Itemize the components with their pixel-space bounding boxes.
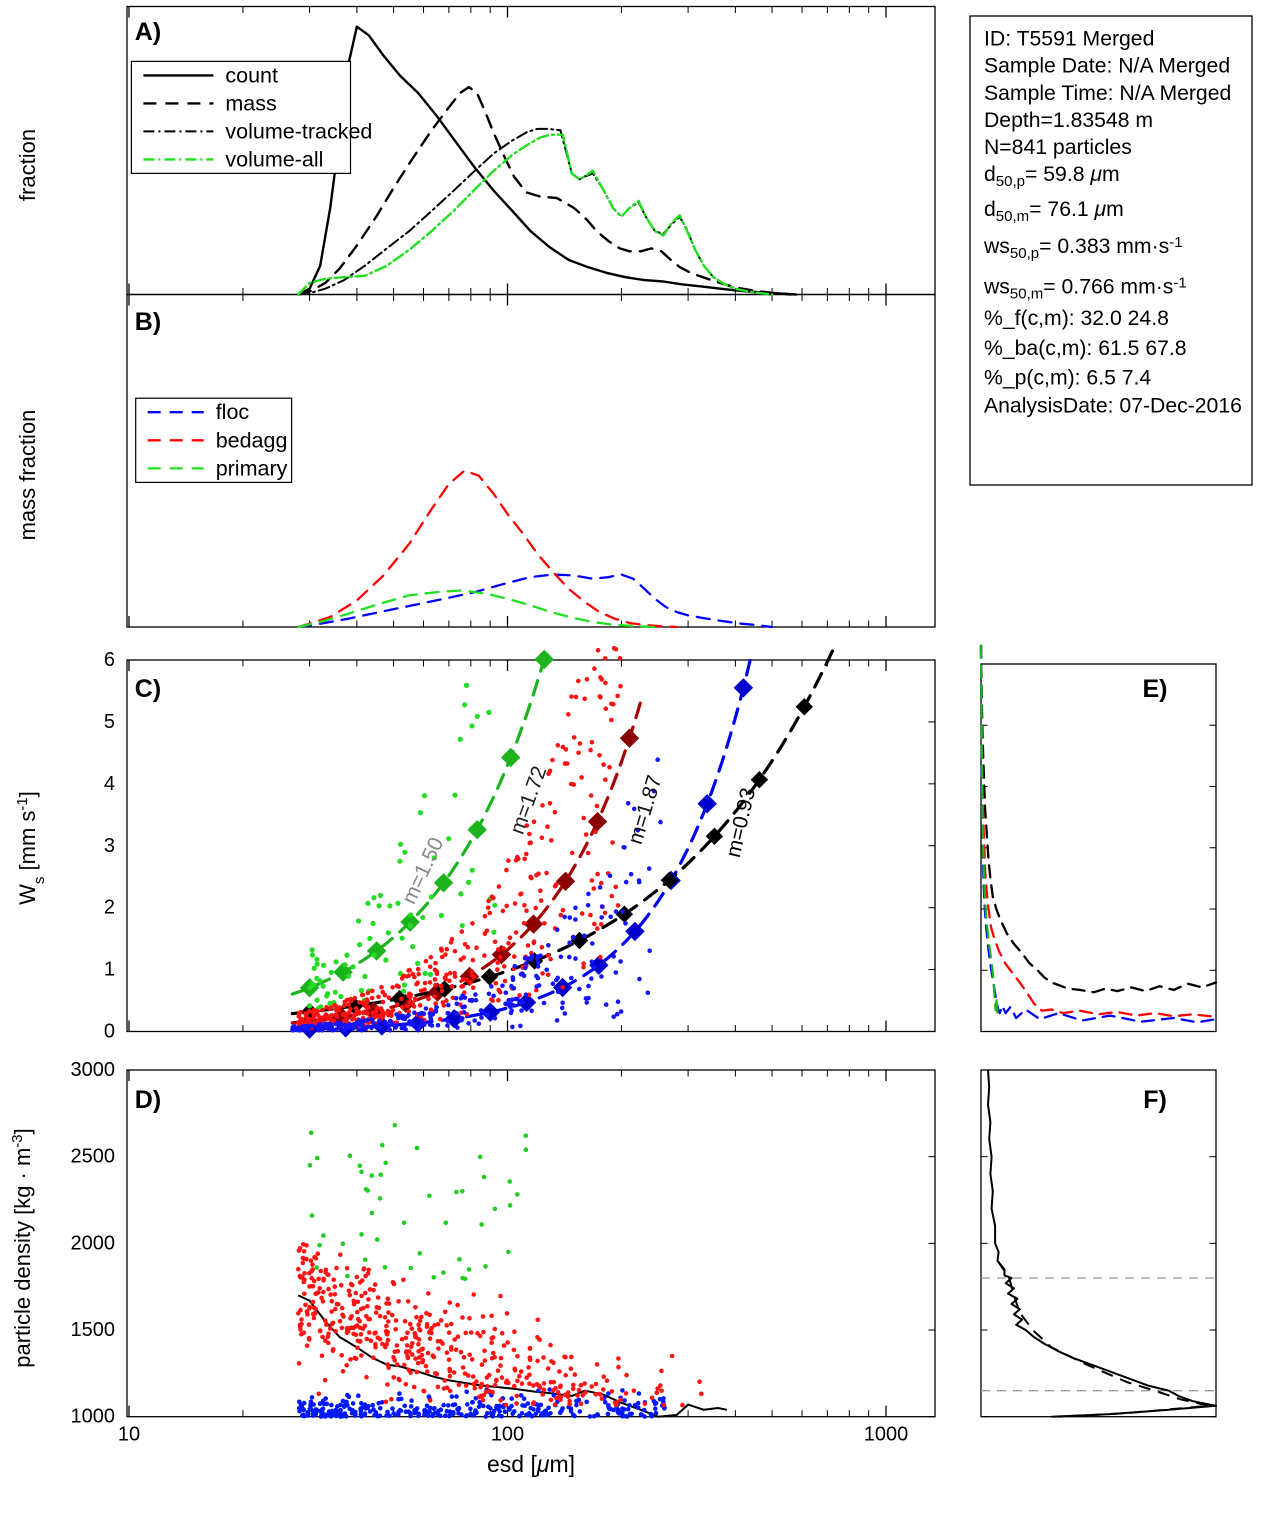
svg-text:C): C) [135, 675, 161, 703]
svg-text:1500: 1500 [71, 1319, 116, 1341]
svg-text:100: 100 [491, 1424, 524, 1446]
svg-text:5: 5 [104, 711, 115, 733]
svg-text:volume-tracked: volume-tracked [225, 119, 372, 143]
svg-text:E): E) [1143, 675, 1168, 703]
svg-text:2500: 2500 [71, 1146, 116, 1168]
svg-text:particle density [kg · m-3]: particle density [kg · m-3] [9, 1128, 36, 1368]
svg-text:2000: 2000 [71, 1232, 116, 1254]
svg-text:primary: primary [216, 456, 288, 480]
svg-text:D): D) [135, 1086, 161, 1114]
svg-text:10: 10 [118, 1424, 140, 1446]
svg-text:count: count [225, 63, 278, 87]
svg-text:%_p(c,m): 6.5 7.4: %_p(c,m): 6.5 7.4 [984, 366, 1151, 389]
svg-text:mass fraction: mass fraction [15, 410, 40, 541]
svg-text:volume-all: volume-all [225, 147, 323, 171]
svg-text:6: 6 [104, 649, 115, 671]
svg-text:mass: mass [225, 91, 276, 115]
svg-text:A): A) [135, 18, 161, 46]
svg-text:Depth=1.83548 m: Depth=1.83548 m [984, 109, 1153, 132]
svg-text:1000: 1000 [71, 1406, 116, 1428]
svg-text:AnalysisDate: 07-Dec-2016: AnalysisDate: 07-Dec-2016 [984, 395, 1242, 418]
svg-text:bedagg: bedagg [216, 428, 288, 452]
svg-text:esd [μm]: esd [μm] [487, 1451, 575, 1477]
svg-text:4: 4 [104, 773, 115, 795]
svg-text:3: 3 [104, 835, 115, 857]
svg-text:3000: 3000 [71, 1059, 116, 1081]
svg-text:floc: floc [216, 400, 250, 424]
svg-text:ID: T5591 Merged: ID: T5591 Merged [984, 27, 1154, 50]
svg-text:Sample Date: N/A Merged: Sample Date: N/A Merged [984, 55, 1230, 78]
svg-text:1000: 1000 [864, 1424, 909, 1446]
svg-text:F): F) [1143, 1086, 1167, 1114]
svg-text:%_f(c,m): 32.0 24.8: %_f(c,m): 32.0 24.8 [984, 307, 1169, 330]
svg-text:%_ba(c,m): 61.5 67.8: %_ba(c,m): 61.5 67.8 [984, 337, 1187, 360]
svg-text:Sample Time: N/A Merged: Sample Time: N/A Merged [984, 82, 1231, 105]
svg-text:fraction: fraction [15, 129, 40, 201]
svg-text:B): B) [135, 308, 161, 336]
svg-text:N=841 particles: N=841 particles [984, 136, 1132, 159]
svg-text:2: 2 [104, 897, 115, 919]
svg-text:1: 1 [104, 959, 115, 981]
svg-text:0: 0 [104, 1021, 115, 1043]
